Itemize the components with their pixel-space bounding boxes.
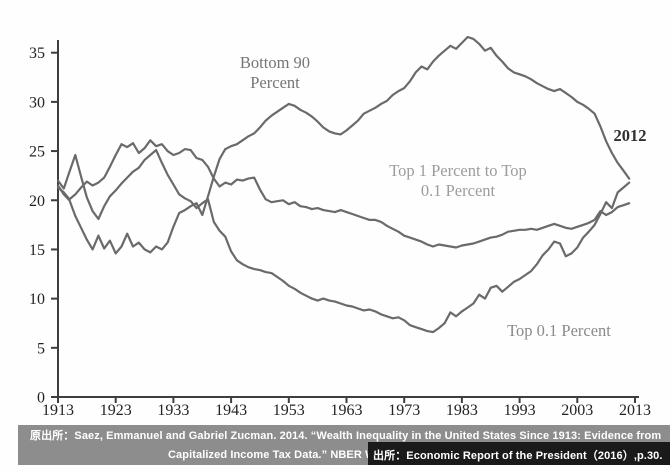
x-axis-tick-label: 2003 <box>561 402 593 419</box>
source-caption-line2: Capitalized Income Tax Data.” NBER Wo <box>168 449 383 461</box>
x-axis-tick-label: 1973 <box>388 402 420 419</box>
y-axis-tick-label: 25 <box>29 144 45 161</box>
y-axis-tick-label: 0 <box>37 390 45 407</box>
x-axis-tick-label: 1983 <box>446 402 478 419</box>
x-axis-tick-label: 1963 <box>331 402 363 419</box>
label-top-0-1-percent: Top 0.1 Percent <box>507 321 611 340</box>
wealth-shares-line-chart: 0 5 10 15 20 25 30 35 1913 1923 1933 1943 1953 1963 19… <box>29 35 651 419</box>
source-caption-overlay-text: 出所：Economic Report of the President（2016… <box>373 450 663 462</box>
series-line-top-0-1-percent <box>56 149 631 334</box>
x-axis-tick-label: 1993 <box>504 402 536 419</box>
y-axis-tick-label: 10 <box>29 291 45 308</box>
label-2012: 2012 <box>614 126 647 145</box>
x-axis-tick-label: 1953 <box>273 402 305 419</box>
y-axis-tick-label: 20 <box>29 193 45 210</box>
x-axis-tick-label: 2013 <box>619 402 651 419</box>
label-bottom-90-percent: Percent <box>250 73 300 92</box>
label-top-1-to-top-0-1-percent: Top 1 Percent to Top <box>389 161 527 180</box>
x-axis-tick-label: 1933 <box>157 402 189 419</box>
source-caption-overlay-box: 出所：Economic Report of the President（2016… <box>368 442 670 465</box>
x-axis-tick-label: 1923 <box>100 402 132 419</box>
axes <box>57 40 639 398</box>
y-axis-tick-label: 15 <box>29 242 45 259</box>
label-bottom-90-percent: Bottom 90 <box>240 53 310 72</box>
y-axis-tick-label: 35 <box>29 45 45 62</box>
y-axis-tick-label: 30 <box>29 94 45 111</box>
series-line-top-1-to-top-0-1-percent <box>56 139 631 249</box>
x-axis-tick-label: 1913 <box>42 402 74 419</box>
series-line-bottom-90-percent <box>56 35 631 255</box>
source-caption-bar: 原出所：Saez, Emmanuel and Gabriel Zucman. 2… <box>18 425 670 465</box>
label-top-1-to-top-0-1-percent: 0.1 Percent <box>421 181 496 200</box>
y-axis-tick-label: 5 <box>37 340 45 357</box>
source-caption-line1: 原出所：Saez, Emmanuel and Gabriel Zucman. 2… <box>30 430 662 442</box>
x-axis-tick-label: 1943 <box>215 402 247 419</box>
